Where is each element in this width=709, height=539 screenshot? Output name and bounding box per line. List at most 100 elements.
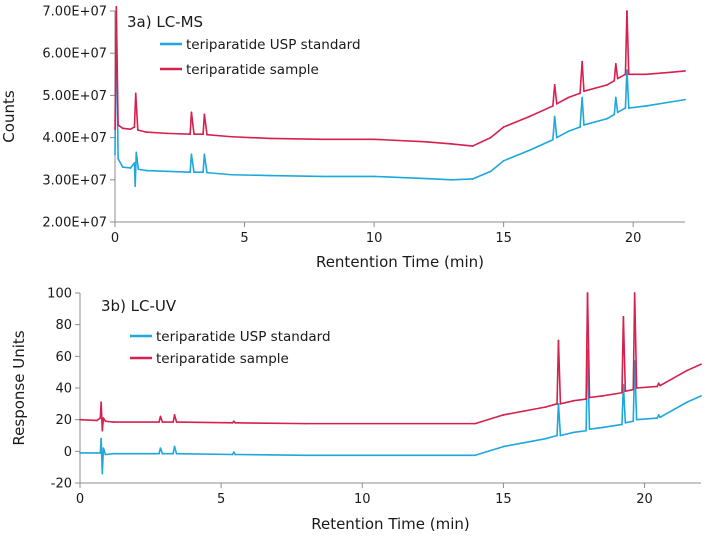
data-point [588,396,591,399]
series-segment [145,131,168,135]
data-point [585,429,587,432]
series-segment [573,429,587,434]
x-tick-label: 20 [625,231,642,246]
data-point [193,171,195,173]
data-point [559,403,562,405]
series-segment [581,96,585,126]
data-point [573,431,575,434]
series-segment [624,420,635,424]
data-point [615,96,617,99]
series-segment [622,384,627,424]
series-segment [557,339,562,405]
series-sample [114,5,686,147]
data-point [621,423,623,426]
data-point [556,403,558,405]
data-point [559,434,562,437]
series-segment [659,369,688,387]
data-point [616,77,619,80]
data-point [159,415,162,418]
x-tick-label: 15 [495,231,512,246]
y-tick-label: 4.00E+07 [42,131,107,146]
series-segment [586,349,591,430]
data-point [100,401,102,404]
data-point [626,69,628,71]
series-segment [234,453,307,457]
legend: teriparatide USP standard teriparatide sa… [160,37,361,78]
data-point [502,126,505,128]
data-point [588,428,591,430]
series-segment [166,132,191,136]
series-segment [145,169,168,173]
data-point [233,451,235,453]
series-segment [586,292,591,399]
data-point [552,105,554,107]
data-point [622,315,625,318]
series-segment [555,130,570,139]
data-point [190,153,193,156]
data-point [684,70,686,72]
x-tick-label: 10 [366,231,383,246]
data-point [206,133,208,136]
data-point [657,414,660,416]
data-point [586,292,589,294]
data-point [585,398,587,400]
series-segment [121,166,132,169]
data-point [451,143,453,145]
data-point [101,472,104,475]
data-point [700,363,702,366]
data-point [627,73,630,76]
data-point [632,388,635,391]
data-point [583,124,585,126]
data-point [601,426,603,429]
data-point [203,153,206,156]
data-point [121,166,124,168]
series-segment [601,391,623,397]
series-segment [616,73,627,80]
series-segment [269,174,324,178]
data-point [230,135,233,138]
series-segment [606,79,616,86]
series-segment [555,96,570,105]
data-point [606,84,609,86]
data-point [166,132,168,135]
series-segment [173,414,178,423]
series-segment [203,153,208,174]
series-segment [588,395,604,399]
data-point [579,92,581,95]
data-point [489,136,492,139]
series-segment [115,5,119,126]
y-tick-label: 40 [55,382,72,397]
series-segment [581,60,585,92]
data-point [321,138,324,141]
series-segment [117,157,124,168]
x-tick-label: 5 [217,492,225,507]
data-point [96,452,98,454]
data-point [544,406,547,408]
data-point [451,179,453,181]
data-point [134,92,137,95]
series-segment [502,149,531,162]
series-segment [206,171,233,176]
data-point [135,151,138,154]
series-segment [159,415,164,423]
series-segment [190,111,195,136]
data-point [101,429,104,432]
data-point [671,100,673,103]
data-point [161,421,164,423]
series-sample [79,292,702,432]
series-segment [635,417,659,421]
data-point [624,73,627,76]
series-segment [117,124,124,130]
data-point [528,115,531,118]
series-segment [451,143,474,147]
data-point [231,422,234,424]
data-point [471,178,474,180]
data-point [117,157,119,160]
data-point [202,133,204,136]
data-point [373,138,375,141]
data-point [145,169,147,172]
series-segment [425,177,453,181]
series-segment [671,70,686,73]
data-point [79,452,81,454]
